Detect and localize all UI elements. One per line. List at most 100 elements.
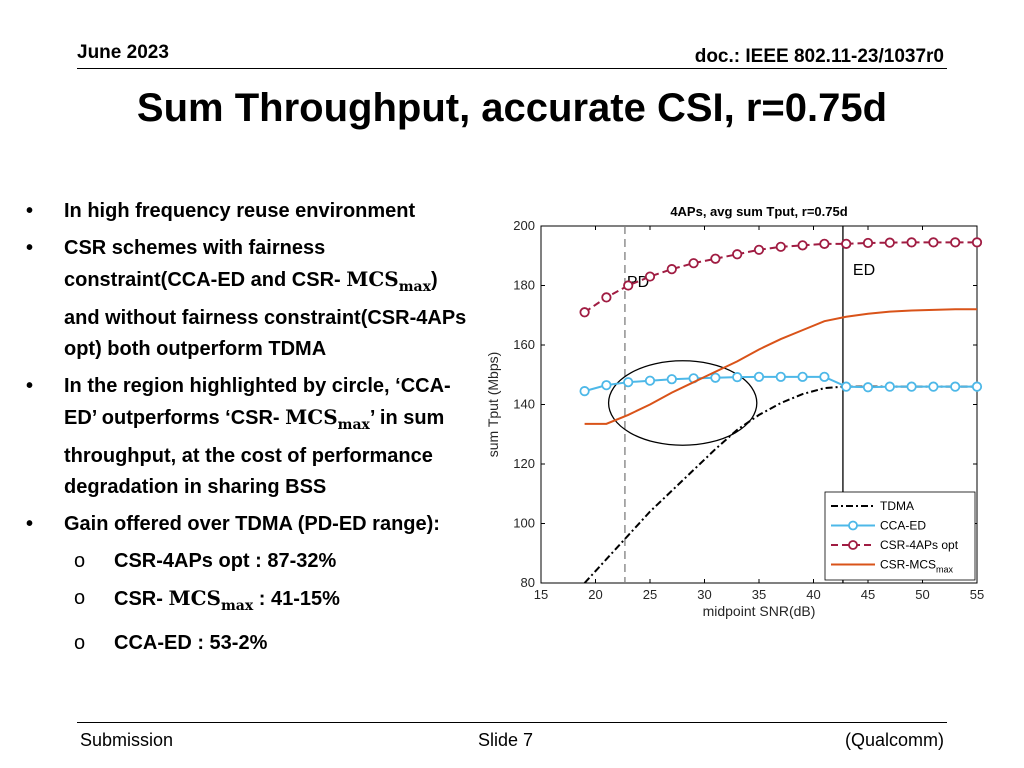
sub-bullet-marker: o bbox=[74, 632, 86, 654]
sub-bullet-marker: o bbox=[74, 550, 86, 572]
vline-label-ed: ED bbox=[853, 262, 875, 279]
y-axis-label: sum Tput (Mbps) bbox=[485, 352, 501, 458]
x-tick-label: 15 bbox=[534, 587, 548, 602]
data-point bbox=[775, 241, 786, 252]
x-tick-label: 25 bbox=[643, 587, 657, 602]
legend-marker bbox=[848, 540, 858, 550]
data-point bbox=[950, 381, 961, 392]
header-divider bbox=[77, 68, 947, 69]
data-point bbox=[666, 374, 677, 385]
data-point bbox=[797, 371, 808, 382]
bullet-text: In high frequency reuse environment bbox=[64, 200, 416, 222]
footer-divider bbox=[77, 722, 947, 723]
data-point bbox=[644, 375, 656, 386]
footer-submission: Submission bbox=[80, 730, 174, 750]
highlight-circle bbox=[607, 360, 758, 446]
data-point bbox=[710, 372, 721, 383]
y-tick-label: 200 bbox=[513, 218, 535, 233]
y-tick-label: 160 bbox=[513, 337, 535, 352]
bullet-marker: • bbox=[26, 375, 34, 397]
sub-bullet-marker: o bbox=[74, 587, 86, 609]
data-point bbox=[688, 258, 699, 269]
y-tick-label: 120 bbox=[513, 456, 535, 471]
data-point bbox=[666, 264, 677, 275]
data-point bbox=[710, 253, 721, 264]
data-point bbox=[862, 237, 874, 249]
header-doc-id: doc.: IEEE 802.11-23/1037r0 bbox=[694, 46, 944, 67]
data-point bbox=[862, 382, 874, 393]
footer-company: (Qualcomm) bbox=[844, 730, 944, 750]
x-tick-label: 55 bbox=[970, 587, 984, 602]
bullet-text: In the region highlighted by circle, ‘CC… bbox=[64, 375, 451, 429]
data-point bbox=[601, 292, 612, 303]
sub-bullet-text: CSR- bbox=[114, 588, 169, 610]
data-point bbox=[928, 237, 939, 248]
bullet-item: • In high frequency reuse environment bbox=[20, 196, 470, 227]
header-date: June 2023 bbox=[77, 42, 169, 63]
data-point bbox=[623, 280, 634, 291]
x-tick-label: 35 bbox=[752, 587, 766, 602]
sub-bullet-item: o CSR-4APs opt : 87-32% bbox=[20, 546, 470, 577]
data-point bbox=[775, 371, 786, 382]
data-point bbox=[950, 237, 961, 248]
legend-entry: CSR-MCSmax bbox=[880, 558, 954, 575]
x-tick-label: 40 bbox=[806, 587, 820, 602]
legend-entry-subscript: max bbox=[936, 565, 954, 575]
data-point bbox=[841, 381, 852, 392]
sub-bullet-item: o CCA-ED : 53-2% bbox=[20, 628, 470, 659]
data-point bbox=[732, 249, 743, 260]
data-point bbox=[906, 381, 917, 392]
sub-bullet-item: o CSR- MCSmax : 41-15% bbox=[20, 583, 470, 622]
x-tick-label: 20 bbox=[588, 587, 602, 602]
bullet-marker: • bbox=[26, 237, 34, 259]
bullet-marker: • bbox=[26, 513, 34, 535]
data-point bbox=[579, 307, 590, 318]
bullet-text: CSR schemes with fairness constraint(CCA… bbox=[64, 237, 347, 291]
data-point bbox=[753, 244, 765, 255]
data-point bbox=[971, 381, 983, 392]
data-point bbox=[971, 237, 983, 248]
sub-bullet-text: : 41-15% bbox=[253, 588, 340, 610]
sub-bullet-text: CSR-4APs opt : 87-32% bbox=[114, 550, 337, 572]
footer-slide-number: Slide 7 bbox=[478, 730, 534, 750]
data-point bbox=[884, 381, 895, 392]
mcs-max-symbol: MCSmax bbox=[346, 267, 431, 295]
bullet-item: • In the region highlighted by circle, ‘… bbox=[20, 371, 470, 503]
legend-marker bbox=[848, 520, 858, 531]
legend-entry: TDMA bbox=[880, 499, 914, 513]
bullet-text: Gain offered over TDMA (PD-ED range): bbox=[64, 513, 440, 535]
data-point bbox=[906, 237, 917, 248]
sub-bullet-text: CCA-ED : 53-2% bbox=[114, 632, 268, 654]
bullet-marker: • bbox=[26, 200, 34, 222]
data-point bbox=[579, 386, 590, 397]
bullet-text: ’ in sum throughput, at the cost of perf… bbox=[64, 407, 445, 498]
throughput-chart: 4APs, avg sum Tput, r=0.75d 15 20 25 30 35 40 4… bbox=[485, 204, 984, 619]
legend-entry: CSR-4APs opt bbox=[880, 538, 959, 552]
chart-title: 4APs, avg sum Tput, r=0.75d bbox=[670, 204, 847, 219]
data-point bbox=[623, 377, 634, 388]
data-point bbox=[753, 371, 765, 382]
data-point bbox=[644, 271, 656, 282]
y-tick-label: 180 bbox=[513, 278, 535, 293]
bullet-list: • In high frequency reuse environment • … bbox=[20, 196, 470, 659]
data-point bbox=[601, 380, 612, 391]
x-axis-label: midpoint SNR(dB) bbox=[703, 603, 816, 619]
mcs-max-symbol: MCSmax bbox=[168, 586, 254, 614]
bullet-item: • CSR schemes with fairness constraint(C… bbox=[20, 233, 470, 365]
data-point bbox=[841, 238, 852, 249]
series-line bbox=[584, 308, 977, 425]
data-point bbox=[819, 371, 830, 382]
x-tick-label: 50 bbox=[915, 587, 929, 602]
y-tick-label: 100 bbox=[513, 516, 535, 531]
bullet-item: • Gain offered over TDMA (PD-ED range): bbox=[20, 509, 470, 540]
y-tick-label: 80 bbox=[521, 575, 535, 590]
data-point bbox=[884, 237, 895, 248]
data-point bbox=[819, 238, 830, 249]
data-point bbox=[928, 381, 939, 392]
mcs-max-symbol: MCSmax bbox=[285, 405, 370, 433]
data-point bbox=[732, 372, 743, 383]
bullet-text: ) and without fairness constraint(CSR-4A… bbox=[64, 269, 467, 360]
x-tick-label: 45 bbox=[861, 587, 875, 602]
data-point bbox=[797, 240, 808, 251]
slide-title: Sum Throughput, accurate CSI, r=0.75d bbox=[136, 86, 888, 130]
